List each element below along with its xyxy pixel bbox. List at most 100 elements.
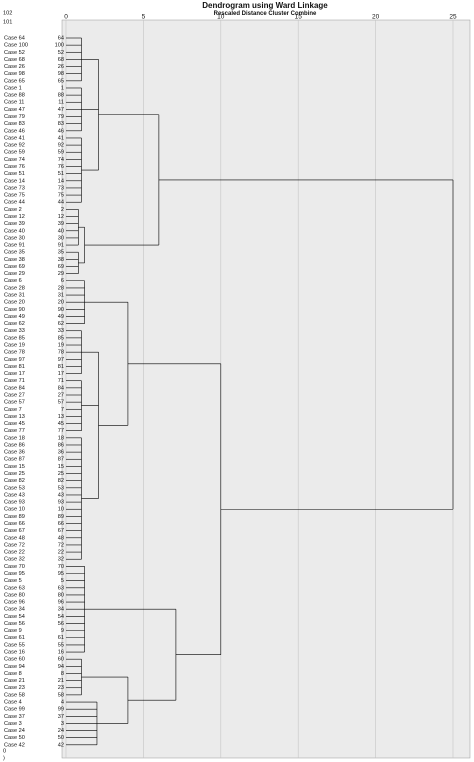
case-label: Case 78 xyxy=(4,350,25,356)
case-id: 16 xyxy=(58,650,64,656)
case-label: Case 8 xyxy=(4,671,22,677)
case-label: Case 42 xyxy=(4,742,25,748)
case-id: 58 xyxy=(58,692,64,698)
case-label: Case 95 xyxy=(4,571,25,577)
case-id: 61 xyxy=(58,635,64,641)
case-id: 40 xyxy=(58,228,64,234)
case-label: Case 61 xyxy=(4,635,25,641)
case-label: Case 26 xyxy=(4,64,25,70)
case-label: Case 51 xyxy=(4,171,25,177)
case-id: 5 xyxy=(61,578,64,584)
case-label: Case 13 xyxy=(4,414,25,420)
case-label: Case 9 xyxy=(4,628,22,634)
case-id: 68 xyxy=(58,57,64,63)
case-label: Case 57 xyxy=(4,400,25,406)
case-id: 38 xyxy=(58,257,64,263)
case-label: Case 3 xyxy=(4,721,22,727)
case-id: 26 xyxy=(58,64,64,70)
case-label: Case 16 xyxy=(4,650,25,656)
case-label: Case 17 xyxy=(4,371,25,377)
case-label: Case 48 xyxy=(4,535,25,541)
case-id: 52 xyxy=(58,50,64,56)
case-label: Case 18 xyxy=(4,435,25,441)
case-label: Case 47 xyxy=(4,107,25,113)
case-id: 80 xyxy=(58,592,64,598)
case-id: 94 xyxy=(58,664,64,670)
case-id: 50 xyxy=(58,735,64,741)
case-id: 6 xyxy=(61,278,64,284)
case-label: Case 19 xyxy=(4,343,25,349)
case-id: 81 xyxy=(58,364,64,370)
x-tick-label: 5 xyxy=(142,14,146,21)
case-id: 63 xyxy=(58,585,64,591)
case-id: 24 xyxy=(58,728,64,734)
case-label: Case 28 xyxy=(4,285,25,291)
case-label: Case 65 xyxy=(4,78,25,84)
case-id: 84 xyxy=(58,385,64,391)
case-label: Case 22 xyxy=(4,550,25,556)
case-label: Case 67 xyxy=(4,528,25,534)
case-label: Case 94 xyxy=(4,664,25,670)
case-id: 73 xyxy=(58,185,64,191)
case-label: Case 92 xyxy=(4,143,25,149)
case-id: 92 xyxy=(58,143,64,149)
case-label: Case 5 xyxy=(4,578,22,584)
case-id: 31 xyxy=(58,293,64,299)
case-label: Case 36 xyxy=(4,450,25,456)
case-id: 29 xyxy=(58,271,64,277)
case-id: 64 xyxy=(58,35,64,41)
plot-area xyxy=(61,19,471,759)
case-id: 72 xyxy=(58,542,64,548)
case-label: Case 49 xyxy=(4,314,25,320)
case-id: 28 xyxy=(58,285,64,291)
case-id: 43 xyxy=(58,492,64,498)
case-label: Case 85 xyxy=(4,335,25,341)
case-id: 20 xyxy=(58,300,64,306)
case-id: 22 xyxy=(58,550,64,556)
case-id: 18 xyxy=(58,435,64,441)
case-id: 90 xyxy=(58,307,64,313)
case-label: Case 63 xyxy=(4,585,25,591)
case-id: 57 xyxy=(58,400,64,406)
case-id: 4 xyxy=(61,700,64,706)
case-id: 8 xyxy=(61,671,64,677)
case-label: Case 39 xyxy=(4,221,25,227)
case-id: 74 xyxy=(58,157,64,163)
case-label: Case 20 xyxy=(4,300,25,306)
case-id: 59 xyxy=(58,150,64,156)
case-label: Case 97 xyxy=(4,357,25,363)
case-label: Case 77 xyxy=(4,428,25,434)
case-id: 25 xyxy=(58,471,64,477)
case-label: Case 34 xyxy=(4,607,25,613)
case-label: Case 4 xyxy=(4,700,22,706)
case-label: Case 6 xyxy=(4,278,22,284)
case-id: 95 xyxy=(58,571,64,577)
case-id: 11 xyxy=(58,100,64,106)
case-label: Case 86 xyxy=(4,442,25,448)
case-label: Case 66 xyxy=(4,521,25,527)
case-label: Case 32 xyxy=(4,557,25,563)
case-id: 10 xyxy=(58,507,64,513)
case-id: 42 xyxy=(58,742,64,748)
case-id: 97 xyxy=(58,357,64,363)
case-label: Case 14 xyxy=(4,178,25,184)
case-label: Case 43 xyxy=(4,492,25,498)
x-tick-label: 20 xyxy=(372,14,380,21)
case-label: Case 75 xyxy=(4,193,25,199)
case-label: Case 50 xyxy=(4,735,25,741)
chart-subtitle: Rescaled Distance Cluster Combine xyxy=(214,11,317,17)
case-id: 49 xyxy=(58,314,64,320)
case-id: 27 xyxy=(58,392,64,398)
case-label: Case 11 xyxy=(4,100,24,106)
case-id: 2 xyxy=(61,207,64,213)
case-label: Case 56 xyxy=(4,621,25,627)
case-id: 83 xyxy=(58,121,64,127)
case-label: Case 45 xyxy=(4,421,25,427)
case-id: 89 xyxy=(58,514,64,520)
case-id: 46 xyxy=(58,128,64,134)
case-label: Case 54 xyxy=(4,614,25,620)
case-id: 30 xyxy=(58,235,64,241)
case-id: 71 xyxy=(58,378,64,384)
case-label: Case 21 xyxy=(4,678,25,684)
case-label: Case 80 xyxy=(4,592,25,598)
